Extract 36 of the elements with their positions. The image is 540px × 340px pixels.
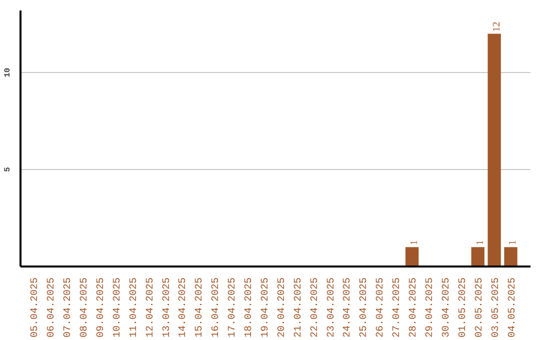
x-tick-label: 18.04.2025: [244, 277, 256, 338]
data-label: 1: [474, 240, 486, 246]
data-label: 1: [409, 240, 420, 246]
x-tick-label: 29.04.2025: [425, 277, 436, 338]
data-label: 12: [491, 22, 502, 32]
x-tick-label: 04.05.2025: [507, 277, 518, 338]
y-tick-label: 5: [4, 166, 12, 172]
y-tick-label: 10: [4, 68, 12, 78]
x-tick-label: 17.04.2025: [228, 277, 239, 338]
x-tick-label: 12.04.2025: [145, 277, 156, 338]
x-tick-label: 30.04.2025: [441, 277, 452, 338]
x-tick-label: 03.05.2025: [490, 277, 502, 338]
x-tick-label: 06.04.2025: [46, 277, 58, 338]
x-tick-label: 14.04.2025: [178, 277, 190, 338]
x-tick-label: 26.04.2025: [376, 277, 387, 338]
x-tick-label: 25.04.2025: [359, 277, 370, 338]
data-label: 1: [508, 240, 519, 246]
x-tick-label: 21.04.2025: [293, 277, 304, 338]
x-tick-label: 05.04.2025: [30, 277, 42, 338]
x-tick-label: 19.04.2025: [260, 277, 272, 338]
x-tick-label: 22.04.2025: [310, 277, 321, 338]
x-tick-label: 07.04.2025: [63, 277, 74, 338]
x-tick-label: 13.04.2025: [162, 277, 173, 338]
x-tick-label: 01.05.2025: [458, 277, 469, 338]
x-tick-label: 27.04.2025: [392, 277, 404, 338]
x-tick-label: 28.04.2025: [408, 277, 420, 338]
x-tick-label: 10.04.2025: [112, 277, 124, 338]
x-tick-label: 09.04.2025: [96, 277, 107, 338]
x-tick-label: 16.04.2025: [211, 277, 222, 338]
x-tick-label: 15.04.2025: [194, 277, 206, 338]
x-tick-label: 24.04.2025: [342, 277, 354, 338]
x-tick-label: 23.04.2025: [326, 277, 338, 338]
x-tick-label: 11.04.2025: [128, 277, 140, 338]
x-tick-label: 20.04.2025: [276, 277, 288, 338]
x-tick-label: 02.05.2025: [474, 277, 486, 338]
x-tick-label: 08.04.2025: [80, 277, 91, 338]
